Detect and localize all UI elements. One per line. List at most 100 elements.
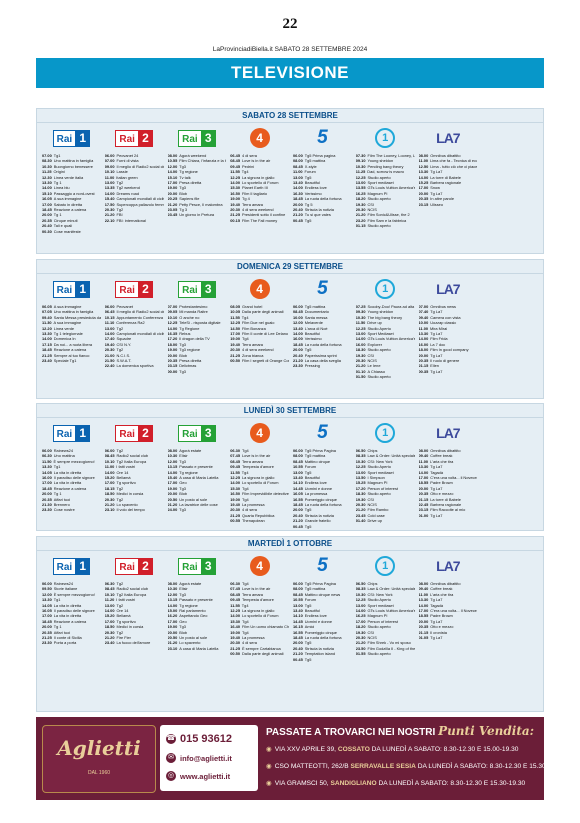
- program-row: 14.00 Lo sportello di Forum: [230, 480, 289, 485]
- program-time: 20.35: [418, 358, 429, 364]
- program-row: 13.30 Tg La7: [419, 331, 478, 336]
- program-row: 14.00 Tagadà: [419, 470, 478, 475]
- program-time: 01.15: [355, 223, 366, 229]
- globe-icon: ◎: [166, 771, 176, 781]
- program-title: Tg 1: [53, 180, 62, 186]
- program-time: 23.30: [293, 363, 303, 369]
- program-row: 09.45 Tempesta d'amore: [230, 597, 289, 602]
- program-title: Dreams road: [116, 190, 140, 196]
- program-row: 20.40 Tali e quali: [42, 223, 101, 228]
- program-row: 11.20 I fatti vostri: [105, 597, 164, 602]
- program-time: 23.45: [167, 212, 178, 218]
- program-time: 07.45: [230, 453, 240, 459]
- program-row: 14.00 Lo sportello di Forum: [230, 180, 289, 185]
- program-row: 09.40 Camera con vista: [419, 315, 478, 320]
- program-time: 16.25: [355, 613, 366, 619]
- program-time: 11.25: [42, 169, 52, 175]
- program-title: In altre parole: [430, 196, 455, 202]
- program-row: 20.30 4 di sera: [230, 640, 289, 645]
- program-row: 20.50 Un posto al sole: [168, 497, 227, 502]
- program-row: 13.40 Beautiful: [293, 180, 352, 185]
- store-line: ◉ VIA GRAMSCI 50, SANDIGLIANO DA LUNEDÌ A…: [266, 779, 542, 787]
- program-title: Tg3: [179, 458, 186, 464]
- program-row: 11.10 Conferenza Ra2: [105, 320, 164, 325]
- day-section: LUNEDÌ 30 SETTEMBRE Rai 1 06.00 Rainews24 06.…: [36, 403, 544, 531]
- program-title: Reazione a catena: [53, 618, 87, 624]
- program-time: 15.20: [104, 475, 115, 481]
- program-title: FBI: international: [116, 217, 146, 223]
- program-time: 20.35: [42, 217, 52, 223]
- program-time: 09.40: [418, 586, 429, 592]
- program-title: Tg5 mattina: [304, 453, 326, 459]
- program-row: 06.00 Tg5 Prima Pagina: [293, 581, 352, 586]
- program-row: 20.30 Tg2: [105, 497, 164, 502]
- program-time: 12.25: [355, 464, 366, 470]
- canale5-logo-icon: 5: [317, 555, 328, 576]
- program-title: Love is in the air: [242, 453, 271, 459]
- program-time: 11.55: [230, 169, 240, 175]
- program-time: 13.40: [293, 608, 303, 614]
- channel-column-rai3: Rai 3 07.00 Protestantesimo 09.05 Mi manda Ra…: [166, 277, 229, 380]
- program-title: L'arca di Noè: [304, 325, 328, 331]
- program-time: 06.30: [230, 448, 240, 453]
- program-time: 08.45: [104, 453, 115, 459]
- logo-rai-text: Rai: [52, 424, 76, 442]
- program-title: Un giorno in Pretura: [179, 212, 215, 218]
- program-time: 19.00: [167, 347, 178, 353]
- program-row: 08.00 Agorà estate: [168, 448, 227, 453]
- program-title: Rebus: [179, 331, 191, 337]
- program-time: 21.30: [42, 502, 52, 508]
- program-row: 13.30 Tg La7: [419, 464, 478, 469]
- program-row: 07.45 Love is in the air: [230, 453, 289, 458]
- program-row: 01.10 A Chiasso: [356, 369, 415, 374]
- program-time: 20.40: [293, 645, 303, 651]
- program-row: 21.20 FBI: [105, 212, 164, 217]
- program-row: 08.45 Radio2 social club: [105, 453, 164, 458]
- logo-number: 2: [137, 129, 153, 147]
- rai2-logo-icon: Rai 2: [115, 129, 153, 147]
- program-row: 20.00 Tg 5: [293, 202, 352, 207]
- program-time: 11.55: [230, 469, 240, 475]
- program-row: 20.00 Tg5: [293, 347, 352, 352]
- program-row: 09.30 Young sheldon: [356, 309, 415, 314]
- program-title: Tg2: [116, 207, 124, 213]
- program-time: 14.00: [42, 185, 52, 191]
- program-row: 21.20 Le Iene: [356, 363, 415, 368]
- program-row: 20.30 Tg2: [105, 207, 164, 212]
- program-title: La vita in diretta: [53, 480, 82, 486]
- program-title: Film Un uomo chiamato Charro: [242, 624, 289, 630]
- program-title: Tg La7: [430, 485, 443, 491]
- program-title: Petty Pesce, Il malombra: [179, 201, 223, 207]
- program-row: 13.00 Sport Mediaset: [356, 331, 415, 336]
- program-row: 18.45 La ruota della fortuna: [293, 196, 352, 201]
- program-row: 15.25 Barbera ragionale: [419, 180, 478, 185]
- program-time: 18.45: [42, 618, 52, 624]
- program-time: 19.00: [230, 336, 240, 342]
- program-row: 20.00 Blob: [168, 630, 227, 635]
- program-time: 13.30: [42, 597, 52, 603]
- program-row: 06.00 Tg5 Prima pagina: [293, 153, 352, 158]
- program-title: Rainews24: [53, 448, 73, 453]
- brand-name: Aglietti: [57, 736, 141, 760]
- program-time: 15.40: [167, 475, 178, 481]
- program-row: 15.00 Rai parlamento: [168, 608, 227, 613]
- program-title: Film Shrek - Vo mi sposo: [367, 640, 411, 646]
- program-row: 13.15 Passato e presente: [168, 464, 227, 469]
- program-row: 19.00 Tg 4: [230, 196, 289, 201]
- program-row: 21.15 Ellen: [419, 363, 478, 368]
- program-row: 12.00 Tg3: [168, 459, 227, 464]
- program-title: Uno mattina in famiglia: [53, 158, 94, 164]
- program-time: 13.30: [42, 464, 52, 470]
- program-row: 14.00 Tg regione: [168, 603, 227, 608]
- channel-logo-area: 5: [293, 126, 352, 150]
- program-time: 14.00: [230, 480, 240, 486]
- program-title: Agorà estate: [179, 581, 202, 586]
- program-title: Tg3: [179, 368, 186, 374]
- program-row: 20.40 Striscia la notizia: [293, 207, 352, 212]
- program-row: 17.00 Person of interest: [356, 619, 415, 624]
- program-title: Film Godzilla II - King of the monsters: [367, 645, 415, 651]
- location-pin-icon: ◉: [266, 746, 272, 753]
- program-title: Otto e mezzo: [430, 491, 454, 497]
- program-title: Passato e presente: [179, 597, 213, 603]
